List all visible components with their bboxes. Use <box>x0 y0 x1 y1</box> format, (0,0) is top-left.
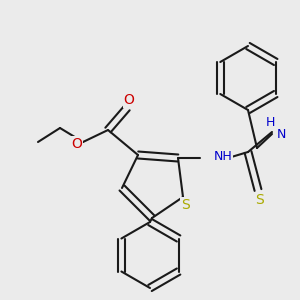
Text: S: S <box>256 193 264 207</box>
Text: H: H <box>265 116 275 128</box>
Text: N: N <box>277 128 286 140</box>
Text: O: O <box>72 137 83 151</box>
Text: O: O <box>124 93 134 107</box>
Text: NH: NH <box>214 149 233 163</box>
Text: S: S <box>181 198 189 212</box>
